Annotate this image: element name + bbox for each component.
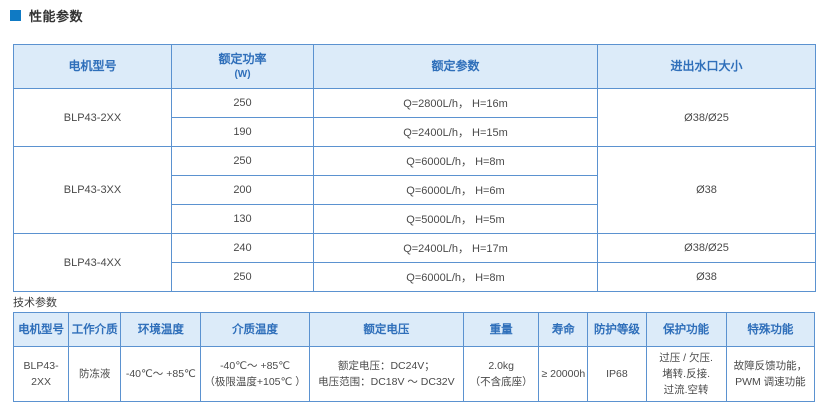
cell-protection-function-line1: 过压 / 欠压. bbox=[659, 352, 713, 364]
cell-rated-voltage-line2: 电压范围：DC18V ～ DC32V bbox=[318, 376, 455, 388]
cell-medium-temp-line2: （极限温度+105℃ ） bbox=[204, 376, 306, 388]
cell-weight-line1: 2.0kg bbox=[488, 360, 515, 372]
cell-params: Q=5000L/h， H=5m bbox=[313, 204, 598, 234]
cell-medium: 防冻液 bbox=[68, 346, 122, 402]
technical-parameters-table: 电机型号 工作介质 环境温度 介质温度 额定电压 重量 寿命 防护等级 保护功能… bbox=[12, 312, 816, 402]
cell-model: BLP43-4XX bbox=[13, 233, 172, 292]
cell-port: Ø38 bbox=[597, 146, 816, 234]
cell-params: Q=2800L/h， H=16m bbox=[313, 88, 598, 118]
cell-port: Ø38/Ø25 bbox=[597, 233, 816, 263]
cell-protection-function-line2: 堵转.反接. bbox=[662, 368, 711, 380]
technical-parameters-label: 技术参数 bbox=[13, 297, 57, 309]
cell-ambient-temp: -40℃～ +85℃ bbox=[120, 346, 202, 402]
table-header-row: 电机型号 额定功率 (W) 额定参数 进出水口大小 bbox=[13, 44, 816, 89]
column-header-rated-params: 额定参数 bbox=[313, 44, 598, 89]
cell-protection-function-line3: 过流.空转 bbox=[663, 384, 709, 396]
heading-marker-icon bbox=[10, 10, 21, 21]
cell-special-function-line2: PWM 调速功能 bbox=[735, 376, 806, 388]
cell-power: 200 bbox=[171, 175, 314, 205]
cell-special-function-line1: 故障反馈功能， bbox=[733, 360, 808, 372]
cell-lifetime: ≥ 20000h bbox=[538, 346, 589, 402]
page-title: 性能参数 bbox=[29, 9, 84, 24]
table-row: BLP43-2XX 250 Q=2800L/h， H=16m Ø38/Ø25 bbox=[13, 88, 816, 147]
column-header-port-size: 进出水口大小 bbox=[597, 44, 816, 89]
column-header-lifetime: 寿命 bbox=[538, 312, 589, 347]
section-heading: 性能参数 bbox=[10, 6, 83, 25]
table-row: 250 Q=6000L/h， H=8m Ø38 bbox=[14, 262, 816, 292]
column-header-power-label: 额定功率 bbox=[218, 51, 267, 66]
performance-parameters-table: 电机型号 额定功率 (W) 额定参数 进出水口大小 BLP43-2XX 250 … bbox=[13, 44, 816, 292]
column-header-power: 额定功率 (W) bbox=[171, 44, 314, 89]
cell-protection-class: IP68 bbox=[587, 346, 647, 402]
column-header-weight: 重量 bbox=[463, 312, 540, 347]
cell-port: Ø38 bbox=[597, 262, 816, 292]
table-row: BLP43-2XX 防冻液 -40℃～ +85℃ -40℃～ +85℃ （极限温… bbox=[12, 346, 816, 402]
table-row: BLP43-3XX 250 Q=6000L/h， H=8m Ø38 bbox=[13, 146, 816, 234]
cell-power: 250 bbox=[171, 262, 314, 292]
column-header-rated-voltage: 额定电压 bbox=[308, 312, 465, 347]
cell-protection-function: 过压 / 欠压. 堵转.反接. 过流.空转 bbox=[645, 346, 727, 402]
cell-port: Ø38/Ø25 bbox=[597, 88, 816, 147]
table-row: 200 Q=6000L/h， H=6m bbox=[14, 175, 816, 205]
cell-params: Q=2400L/h， H=17m bbox=[313, 233, 598, 263]
column-header-power-unit: (W) bbox=[234, 68, 251, 80]
column-header-medium-temp: 介质温度 bbox=[200, 312, 310, 347]
cell-power: 130 bbox=[171, 204, 314, 234]
cell-rated-voltage: 额定电压：DC24V； 电压范围：DC18V ～ DC32V bbox=[308, 346, 465, 402]
cell-power: 250 bbox=[171, 146, 314, 176]
column-header-protection-class: 防护等级 bbox=[587, 312, 647, 347]
cell-medium-temp-line1: -40℃～ +85℃ bbox=[220, 360, 291, 372]
cell-rated-voltage-line1: 额定电压：DC24V； bbox=[337, 360, 435, 372]
column-header-protection-function: 保护功能 bbox=[645, 312, 727, 347]
cell-medium-temp: -40℃～ +85℃ （极限温度+105℃ ） bbox=[200, 346, 310, 402]
cell-model: BLP43-2XX bbox=[12, 346, 70, 402]
cell-params: Q=6000L/h， H=8m bbox=[313, 146, 598, 176]
table-row: 190 Q=2400L/h， H=15m bbox=[14, 117, 816, 147]
cell-power: 240 bbox=[171, 233, 314, 263]
cell-model: BLP43-3XX bbox=[13, 146, 172, 234]
column-header-special-function: 特殊功能 bbox=[725, 312, 816, 347]
cell-power: 190 bbox=[171, 117, 314, 147]
cell-weight: 2.0kg （不含底座） bbox=[463, 346, 540, 402]
cell-params: Q=6000L/h， H=6m bbox=[313, 175, 598, 205]
table-header-row: 电机型号 工作介质 环境温度 介质温度 额定电压 重量 寿命 防护等级 保护功能… bbox=[12, 312, 816, 347]
cell-power: 250 bbox=[171, 88, 314, 118]
cell-model: BLP43-2XX bbox=[13, 88, 172, 147]
cell-params: Q=6000L/h， H=8m bbox=[313, 262, 598, 292]
column-header-medium: 工作介质 bbox=[68, 312, 122, 347]
table-row: 130 Q=5000L/h， H=5m bbox=[14, 204, 816, 234]
column-header-ambient-temp: 环境温度 bbox=[120, 312, 202, 347]
cell-weight-line2: （不含底座） bbox=[469, 376, 533, 388]
cell-special-function: 故障反馈功能， PWM 调速功能 bbox=[725, 346, 816, 402]
column-header-model: 电机型号 bbox=[13, 44, 172, 89]
cell-params: Q=2400L/h， H=15m bbox=[313, 117, 598, 147]
column-header-model: 电机型号 bbox=[12, 312, 70, 347]
table-row: BLP43-4XX 240 Q=2400L/h， H=17m Ø38/Ø25 bbox=[13, 233, 816, 292]
